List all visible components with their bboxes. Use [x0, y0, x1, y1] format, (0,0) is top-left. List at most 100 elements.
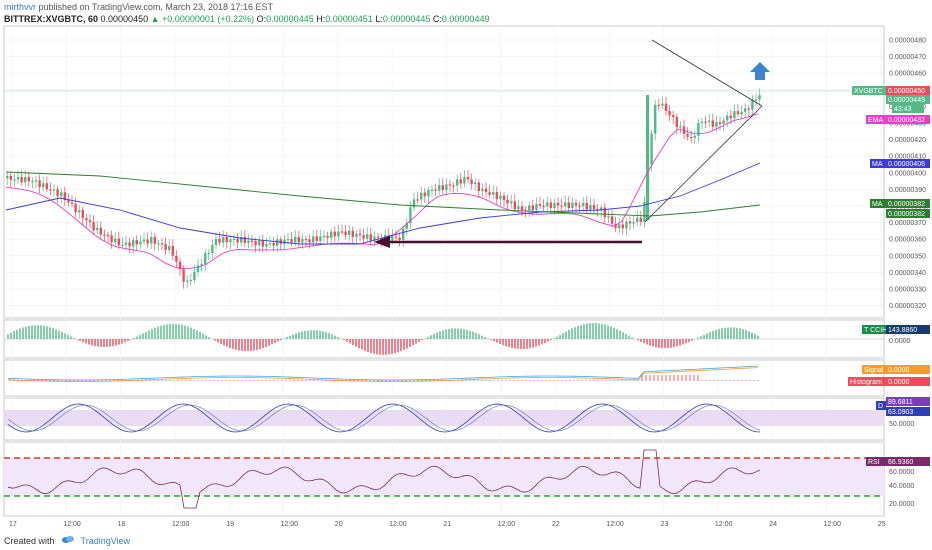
candle-body: [726, 115, 729, 121]
candle-body: [538, 204, 542, 206]
candle-body: [582, 202, 585, 207]
candle-body: [304, 238, 308, 241]
macd-hist-value-tag-bg: [886, 377, 930, 386]
price-tag-2: 0.00000449: [886, 95, 930, 104]
tradingview-brand[interactable]: TradingView: [80, 535, 131, 546]
candle-body: [531, 205, 534, 211]
price-tick-label: 0.00000480: [889, 38, 926, 45]
candle-body: [398, 237, 401, 240]
candle-body: [373, 236, 376, 241]
ma2-value-tag-2: 0.00000382: [886, 209, 930, 218]
macd-signal-value-tag-bg: [886, 365, 930, 374]
candle-body: [351, 230, 354, 237]
cci-zero-label: 0.0000: [889, 338, 911, 345]
candle-body: [618, 224, 621, 229]
left-arrow-icon: [374, 236, 390, 248]
cci-value-tag-text: 143.8860: [888, 327, 917, 334]
candle-body: [211, 245, 214, 254]
ema-value-tag-bg: [886, 115, 930, 124]
candle-body: [596, 208, 599, 211]
rsi-tick-label: 20.0000: [889, 501, 914, 508]
time-tick-label: 21: [443, 521, 451, 528]
candle-body: [650, 133, 653, 165]
candle-body: [308, 239, 311, 243]
macd-signal-tag: Signal: [862, 365, 886, 374]
candle-body: [171, 246, 174, 256]
ma2-value-tag-text: 0.00000382: [888, 201, 925, 208]
candle-body: [6, 175, 9, 179]
candle-body: [376, 236, 380, 238]
candle-body: [679, 126, 682, 128]
candle-body: [326, 235, 329, 238]
author-link[interactable]: mirthvvr: [4, 2, 36, 12]
candle-body: [499, 195, 502, 200]
price-pane[interactable]: [3, 25, 885, 319]
candle-body: [675, 117, 678, 128]
macd-hist-value-tag-text: 0.0000: [888, 379, 910, 386]
candle-body: [729, 115, 732, 119]
price-tag-text: 0.00000450: [888, 88, 925, 95]
rsi-band: [4, 458, 884, 496]
footer: Created with TradingView: [4, 535, 130, 546]
high-value: 0.00000451: [325, 14, 373, 24]
candle-body: [268, 243, 272, 245]
candle-body: [9, 175, 12, 180]
candle-body: [229, 239, 232, 243]
candle-body: [758, 95, 761, 100]
triangle-bottom-line[interactable]: [644, 105, 763, 223]
candle-body: [218, 239, 221, 243]
candle-body: [175, 255, 178, 262]
macd-hist-tag-bg: [848, 377, 886, 386]
ma1-tag-bg: [870, 159, 886, 168]
candle-body: [736, 111, 740, 115]
candle-body: [578, 205, 581, 207]
candle-body: [85, 218, 88, 221]
candle-body: [502, 195, 506, 200]
ma2-value-tag: 0.00000382: [886, 199, 930, 208]
candle-body: [715, 122, 718, 127]
candle-body: [153, 237, 156, 244]
candle-body: [214, 239, 218, 246]
candle-body: [358, 233, 362, 236]
rsi-value-tag-text: 66.9360: [888, 459, 913, 466]
candle-body: [416, 199, 419, 201]
candle-body: [121, 244, 124, 246]
symbol-tag-bg: [852, 86, 886, 95]
cci-label-tag: T CCIH: [862, 325, 887, 334]
stoch-k-line: [7, 403, 761, 433]
time-tick-label: 12:00: [498, 521, 516, 528]
ohlc-line: BITTREX:XVGBTC, 60 0.00000450 ▲ +0.00000…: [4, 14, 489, 24]
candle-body: [182, 269, 185, 282]
up-arrow-icon: [750, 62, 770, 80]
candle-body: [711, 120, 714, 127]
candle-body: [484, 188, 488, 193]
candle-body: [178, 261, 182, 270]
candle-body: [279, 239, 282, 244]
price-tick-label: 0.00000410: [889, 154, 926, 161]
time-tick-label: 12:00: [606, 521, 624, 528]
time-tick-label: 12:00: [63, 521, 81, 528]
candle-body: [16, 176, 20, 180]
rsi-line: [7, 449, 761, 509]
time-tick-label: 22: [552, 521, 560, 528]
candle-body: [103, 234, 106, 236]
stoch-band: [4, 410, 884, 426]
triangle-top-line[interactable]: [651, 39, 763, 107]
price-tick-label: 0.00000400: [889, 170, 926, 177]
candle-body: [13, 179, 16, 181]
price-tick-label: 0.00000320: [889, 303, 926, 310]
candle-body: [348, 230, 351, 236]
candle-body: [697, 122, 700, 136]
candle-body: [168, 246, 171, 250]
candle-body: [423, 192, 426, 197]
candle-body: [466, 177, 470, 180]
stoch-d-tag-text: 63.0903: [888, 409, 913, 416]
candle-body: [146, 239, 149, 244]
candle-body: [63, 192, 66, 201]
candle-body: [117, 238, 120, 246]
candle-body: [614, 223, 617, 229]
macd-pane[interactable]: [3, 359, 885, 397]
price-change: +0.00000001 (+0.22%): [162, 14, 255, 24]
macd-signal-tag-text: Signal: [864, 367, 884, 374]
